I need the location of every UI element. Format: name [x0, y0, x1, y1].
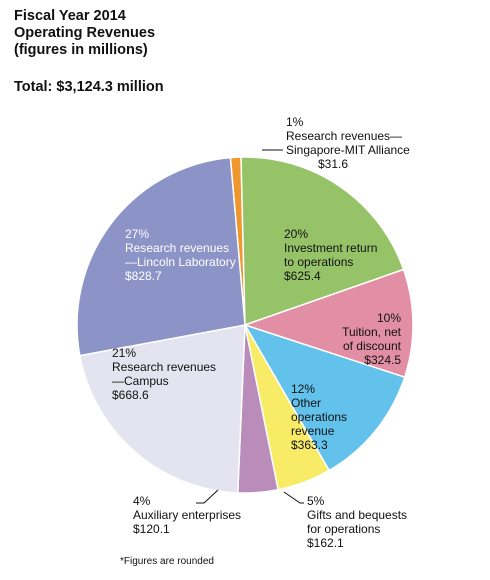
- slice-label-3: 10% Tuition, net of discount $324.5: [342, 311, 402, 367]
- leader-line-6: [196, 489, 219, 504]
- slice-label-4: 12% Other operations revenue $363.3: [291, 382, 347, 452]
- pie-slice-7: [78, 324, 246, 494]
- slice-label-6: 4% Auxiliary enterprises $120.1: [133, 494, 241, 536]
- title-line-3: (figures in millions): [14, 42, 148, 58]
- pie-slices: [76, 156, 414, 494]
- title-line-2: Operating Revenues: [14, 25, 156, 41]
- slice-label-1: 1% Research revenues— Singapore-MIT Allian…: [286, 115, 410, 171]
- leader-lines: [196, 149, 304, 504]
- slice-label-8: 27% Research revenues —Lincoln Laboratory $…: [125, 227, 236, 283]
- slice-label-7: 21% Research revenues —Campus $668.6: [112, 346, 216, 402]
- slice-label-5: 5% Gifts and bequests for operations $162.1: [307, 494, 407, 550]
- leader-line-5: [283, 491, 304, 504]
- total-revenue: Total: $3,124.3 million: [14, 79, 164, 95]
- pie-slice-8: [76, 156, 246, 357]
- pie-slice-4: [243, 323, 406, 472]
- footnote: *Figures are rounded: [120, 556, 214, 567]
- slice-label-2: 20% Investment return to operations $625.4: [284, 227, 377, 283]
- slice-labels: 1% Research revenues— Singapore-MIT Allian…: [112, 115, 410, 550]
- chart-title: Fiscal Year 2014 Operating Revenues (fig…: [14, 8, 155, 59]
- pie-slice-3: [242, 268, 414, 379]
- title-line-1: Fiscal Year 2014: [14, 8, 126, 24]
